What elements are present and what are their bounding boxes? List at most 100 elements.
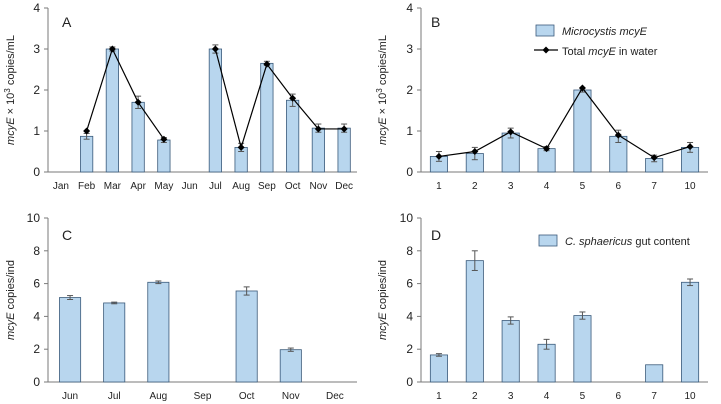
legend: Microcystis mcyE Total mcyE in water [534, 24, 658, 58]
series-line [86, 47, 165, 140]
y-tick-label: 0 [406, 165, 413, 179]
y-tick-label: 1 [406, 124, 413, 138]
y-tick-label: 0 [33, 165, 40, 179]
x-tick-label: 6 [616, 391, 622, 402]
legend-label: Microcystis mcyE [562, 26, 648, 38]
x-tick-label: 2 [472, 391, 478, 402]
legend-swatch-bar [538, 234, 558, 247]
y-tick-label: 4 [406, 309, 413, 323]
x-tick-label: Jul [108, 391, 121, 402]
x-tick-label: 3 [508, 181, 514, 192]
line-point [435, 152, 443, 160]
x-tick-label: Aug [232, 181, 250, 192]
line-point [471, 148, 479, 155]
x-tick-label: 7 [651, 391, 657, 402]
line-point [289, 94, 297, 102]
x-tick-label: Aug [149, 391, 167, 402]
x-tick-label: 7 [651, 181, 657, 192]
x-tick-label: 10 [685, 391, 697, 402]
x-tick-label: 6 [616, 181, 622, 192]
series-line [214, 48, 345, 150]
x-tick-label: Mar [104, 181, 122, 192]
y-tick-label: 6 [33, 277, 40, 291]
bar [80, 135, 94, 173]
line-point [263, 60, 271, 68]
bar [429, 354, 448, 383]
line-point [686, 143, 694, 151]
y-tick-label: 8 [406, 244, 413, 258]
series-line [438, 86, 691, 159]
line-point [211, 45, 219, 53]
line-point [340, 125, 348, 133]
x-tick-label: May [154, 181, 173, 192]
y-tick-label: 2 [406, 83, 413, 97]
bar [501, 320, 520, 383]
bar [157, 139, 171, 173]
x-tick-label: 1 [436, 391, 442, 402]
y-tick-label: 10 [400, 211, 414, 225]
bar [681, 281, 700, 383]
bar [311, 127, 325, 173]
bar [279, 349, 302, 383]
x-tick-label: Dec [326, 391, 344, 402]
panel-a: 0 1 2 3 4 Jan Feb Mar Apr May Jun Jul Aug Sep Oct Nov De… [3, 1, 357, 192]
y-tick-label: 10 [27, 211, 41, 225]
bar [465, 260, 484, 383]
line-point [614, 131, 622, 139]
x-tick-label: Feb [78, 181, 96, 192]
x-tick-label: Jun [62, 391, 78, 402]
bar [103, 302, 126, 383]
bar [645, 364, 664, 383]
bar [537, 343, 556, 383]
x-tick-label: 10 [685, 181, 697, 192]
y-axis-label: mcyE × 103 copies/mL [375, 35, 389, 145]
y-axis-label: mcyE × 103 copies/mL [3, 35, 17, 145]
y-tick-label: 8 [33, 244, 40, 258]
y-tick-label: 0 [33, 375, 40, 389]
y-tick-label: 3 [33, 42, 40, 56]
x-tick-label: Nov [309, 181, 327, 192]
x-tick-label: 1 [436, 181, 442, 192]
line-point [543, 145, 551, 153]
y-tick-label: 2 [33, 342, 40, 356]
bar [131, 101, 145, 173]
panel-label: A [62, 14, 72, 30]
bar [105, 48, 119, 173]
legend-label: C. sphaericus gut content [565, 236, 690, 248]
x-tick-label: 4 [544, 391, 550, 402]
y-axis-label: mcyE copies/ind [377, 260, 389, 340]
y-tick-label: 4 [33, 309, 40, 323]
y-tick-label: 0 [406, 375, 413, 389]
line-point [108, 45, 116, 53]
x-tick-label: Sep [194, 391, 212, 402]
x-tick-label: Jun [182, 181, 198, 192]
legend-swatch-bar [535, 24, 555, 37]
bar [573, 89, 592, 173]
bar [59, 297, 82, 383]
x-tick-label: Jul [209, 181, 222, 192]
x-tick-label: 5 [580, 181, 586, 192]
y-tick-label: 2 [406, 342, 413, 356]
x-tick-label: 5 [580, 391, 586, 402]
x-tick-label: 2 [472, 181, 478, 192]
line-point [134, 98, 142, 106]
panel-label: B [431, 14, 440, 30]
x-tick-label: Oct [285, 181, 301, 192]
line-point [314, 125, 322, 133]
line-point [237, 143, 245, 151]
line-point [83, 127, 91, 135]
bar [501, 132, 520, 173]
x-tick-label: Jan [53, 181, 69, 192]
y-tick-label: 4 [33, 1, 40, 15]
x-tick-label: 3 [508, 391, 514, 402]
bar [147, 281, 170, 383]
panel-label: D [431, 227, 441, 243]
bar [337, 127, 351, 173]
y-axis-label: mcyE copies/ind [5, 260, 17, 340]
line-point [160, 135, 168, 143]
y-tick-label: 1 [33, 124, 40, 138]
legend-label: Total mcyE in water [562, 46, 658, 58]
